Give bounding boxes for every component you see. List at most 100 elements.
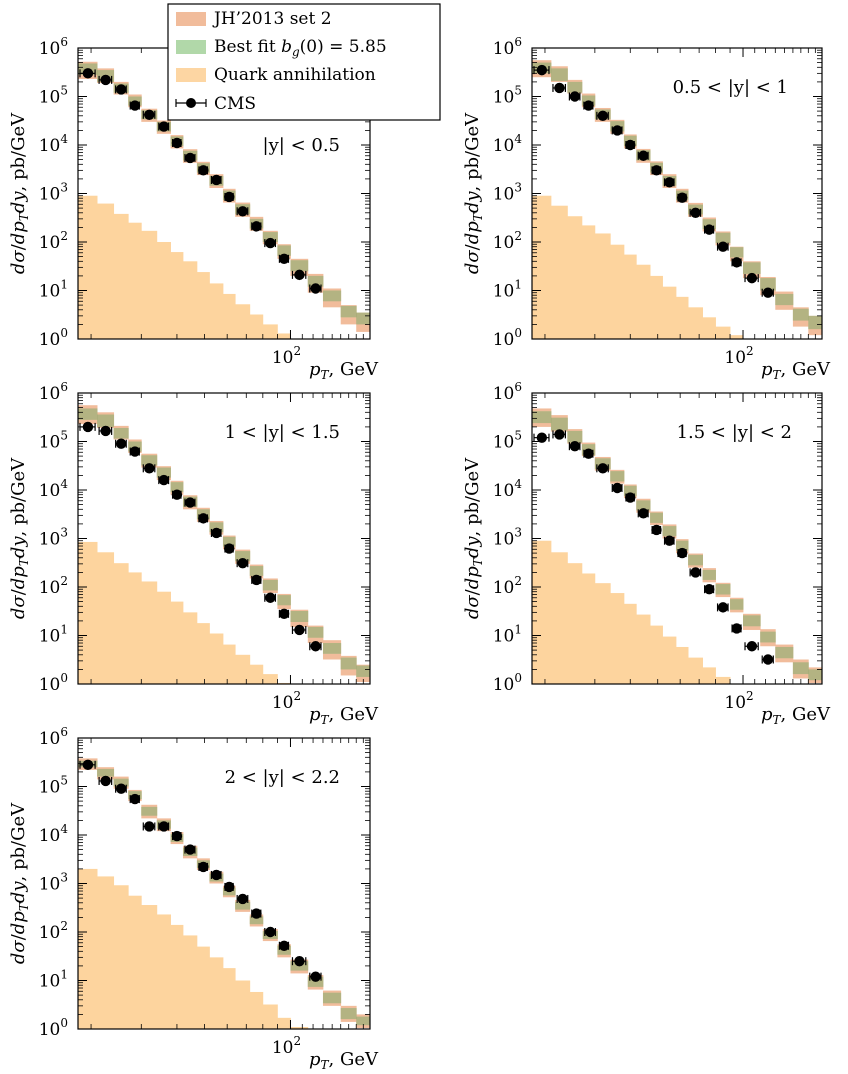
fit-band-bin: [730, 247, 744, 258]
band-overlap-bin: [567, 430, 583, 443]
y-label-part: /: [462, 243, 483, 250]
quark-bar: [113, 885, 129, 1029]
fit-band-bin: [532, 411, 552, 424]
y-tick-base: 10: [39, 481, 61, 501]
y-tick-base: 10: [39, 136, 61, 156]
band-overlap-bin: [307, 626, 324, 638]
y-label-part: d: [8, 608, 29, 620]
y-label-part: T: [471, 212, 485, 221]
cms-point: [638, 508, 649, 519]
x-label-rest: , GeV: [329, 1049, 379, 1070]
y-tick-exp: 1: [514, 278, 522, 292]
cms-point: [82, 68, 94, 79]
y-label-part: σ: [462, 595, 483, 608]
fit-band-bin: [222, 536, 236, 547]
x-tick-base: 10: [272, 1038, 294, 1058]
legend-fit-text: Best fit: [214, 37, 281, 57]
x-label-sub: T: [321, 368, 330, 382]
quark-bar: [128, 895, 142, 1029]
cms-point: [115, 84, 127, 95]
band-overlap-bin: [730, 247, 744, 258]
band-overlap-bin: [156, 467, 171, 478]
cms-point: [265, 926, 276, 938]
fit-band-bin: [141, 806, 158, 816]
y-tick-label: 100: [493, 326, 522, 350]
y-tick-label: 105: [493, 429, 522, 453]
cms-point: [171, 489, 183, 500]
y-tick-exp: 3: [60, 181, 68, 195]
y-tick-label: 100: [39, 671, 68, 695]
y-tick-label: 104: [39, 822, 69, 846]
y-tick-exp: 5: [60, 429, 68, 443]
cms-point: [251, 908, 262, 919]
quark-bar: [550, 205, 568, 339]
y-axis-label: dσ/dpTdy, pb/GeV: [8, 457, 31, 619]
quark-bar: [170, 601, 184, 684]
cms-point: [158, 821, 170, 832]
band-overlap-bin: [340, 657, 357, 670]
y-tick-base: 10: [493, 136, 515, 156]
fit-band-bin: [610, 471, 625, 482]
quark-bar: [610, 593, 625, 684]
y-tick-exp: 4: [514, 477, 522, 491]
y-tick-label: 101: [493, 623, 522, 647]
y-axis-label: dσ/dpTdy, pb/GeV: [8, 112, 31, 274]
y-label-part: dp: [8, 221, 29, 245]
plot-area: [78, 61, 370, 339]
x-label-p: p: [761, 359, 773, 380]
plot-area: [78, 405, 370, 684]
band-overlap-bin: [550, 68, 568, 81]
cms-point: [82, 421, 94, 433]
plot-area: [532, 60, 822, 339]
cms-point: [158, 474, 170, 486]
fit-band-bin: [170, 482, 184, 493]
y-tick-base: 10: [493, 433, 515, 453]
y-tick-base: 10: [493, 185, 515, 205]
quark-bar: [196, 623, 210, 684]
cms-point: [583, 100, 594, 111]
cms-point: [597, 463, 609, 474]
quark-bar: [688, 307, 703, 339]
quark-bar: [730, 335, 744, 339]
cms-point: [294, 955, 305, 967]
panel-label: 2 < |y| < 2.2: [225, 767, 340, 788]
y-tick-base: 10: [39, 778, 61, 798]
y-label-part: , pb/GeV: [462, 112, 483, 192]
fit-band-bin: [702, 569, 716, 580]
panel-label: 0.5 < |y| < 1: [673, 77, 788, 98]
fit-band-bin: [322, 643, 342, 654]
fit-band-bin: [262, 232, 278, 242]
fit-band-bin: [340, 657, 357, 670]
quark-bar: [290, 1026, 309, 1029]
y-tick-base: 10: [493, 39, 515, 59]
fit-band-bin: [307, 626, 324, 638]
band-overlap-bin: [356, 665, 370, 677]
cms-point: [129, 793, 141, 805]
y-tick-label: 106: [39, 725, 68, 749]
fit-band-bin: [743, 262, 761, 274]
fit-band-bin: [623, 485, 637, 497]
cms-point: [690, 567, 701, 578]
quark-bar: [156, 242, 171, 339]
quark-bar: [78, 541, 98, 684]
fit-band-bin: [636, 500, 651, 511]
cms-point: [224, 543, 235, 554]
panel-label: 1 < |y| < 1.5: [225, 422, 340, 443]
y-tick-base: 10: [39, 185, 61, 205]
fit-band-bin: [235, 901, 251, 910]
x-label-rest: , GeV: [329, 704, 379, 725]
cms-point: [294, 269, 305, 281]
quark-bar: [170, 924, 184, 1029]
cms-point: [115, 783, 127, 794]
quark-bar: [141, 230, 158, 339]
band-overlap-bin: [322, 992, 342, 1004]
quark-bar: [262, 674, 278, 684]
fit-band-bin: [156, 467, 171, 478]
band-overlap-bin: [775, 293, 794, 306]
y-tick-exp: 6: [60, 35, 68, 49]
band-overlap-bin: [290, 260, 309, 272]
cms-point: [612, 125, 623, 136]
band-overlap-bin: [356, 312, 370, 325]
y-axis-label: dσ/dpTdy, pb/GeV: [462, 112, 485, 274]
y-tick-exp: 2: [60, 574, 68, 588]
